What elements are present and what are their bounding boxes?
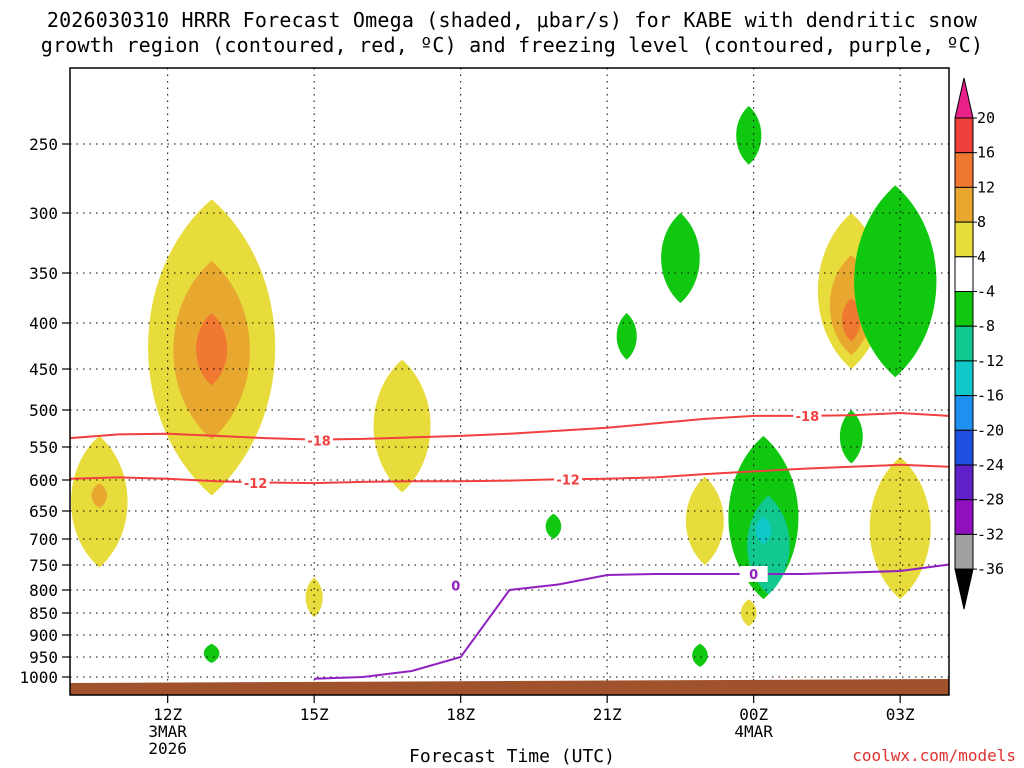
colorbar-band-8 (954, 395, 974, 431)
contour-label-2: -12 (556, 473, 580, 488)
y-tick-750: 750 (29, 556, 58, 575)
omega-region-21 (854, 185, 937, 378)
y-tick-300: 300 (29, 204, 58, 223)
gridlines (70, 68, 949, 695)
colorbar-band-5 (954, 291, 974, 327)
omega-region-9 (616, 313, 637, 360)
x-tick-12Z: 12Z (153, 705, 182, 724)
omega-region-20 (842, 298, 861, 342)
contour-label-bg-3 (793, 407, 822, 424)
omega-shading (71, 106, 937, 667)
plot-frame (69, 67, 950, 696)
contour-dgz_minus12 (69, 463, 950, 485)
y-tick-900: 900 (29, 626, 58, 645)
omega-region-23 (869, 456, 931, 600)
colorbar-band-0 (954, 117, 974, 154)
colorbar-band-1 (954, 152, 974, 188)
colorbar-label-6: -8 (977, 317, 995, 335)
x-tick-00Z: 00Z (739, 705, 768, 724)
colorbar-band-10 (954, 464, 974, 501)
contour-label-1: -12 (244, 477, 268, 492)
x-tick-sub-12Z: 3MAR (148, 722, 187, 741)
y-tick-500: 500 (29, 401, 58, 420)
y-tick-550: 550 (29, 438, 58, 457)
omega-region-12 (692, 643, 708, 667)
colorbar-label-11: -28 (977, 491, 1004, 509)
x-tick-03Z: 03Z (886, 705, 915, 724)
colorbar-label-12: -32 (977, 525, 1004, 543)
colorbar-top-arrow (954, 77, 974, 119)
omega-region-10 (661, 213, 700, 303)
ground-fill (70, 679, 949, 695)
y-tick-650: 650 (29, 502, 58, 521)
colorbar-label-9: -20 (977, 421, 1004, 439)
colorbar-band-2 (954, 186, 974, 223)
colorbar-band-12 (954, 533, 974, 570)
colorbar-label-0: 20 (977, 109, 995, 127)
omega-region-16 (685, 476, 724, 565)
chart-title-line-2: growth region (contoured, red, ºC) and f… (40, 33, 984, 57)
colorbar-band-3 (954, 221, 974, 258)
colorbar-label-2: 12 (977, 178, 995, 196)
ground-layer (70, 679, 949, 695)
y-tick-600: 600 (29, 471, 58, 490)
chart-title-line-1: 2026030310 HRRR Forecast Omega (shaded, … (46, 8, 978, 32)
contour-label-bg-1 (241, 475, 270, 492)
colorbar-label-3: 8 (977, 213, 986, 231)
omega-region-7 (203, 643, 220, 663)
omega-region-6 (305, 577, 323, 618)
contour-label-0: -18 (307, 434, 331, 449)
contour-freezing_level (314, 563, 950, 680)
omega-region-5 (373, 359, 431, 493)
contour-lines: -18 -12 -12 -18 0 0 (69, 407, 950, 680)
credit-text: coolwx.com/models (852, 746, 1016, 765)
x-tick-sub2-12Z: 2026 (148, 739, 187, 758)
colorbar-band-6 (954, 325, 974, 362)
colorbar-band-4 (954, 256, 974, 292)
x-tick-sub-00Z: 4MAR (734, 722, 773, 741)
y-axis: 250 300 350 400 450 500 550 600 650 700 750 800 850 9… (19, 135, 70, 687)
contour-label-3: -18 (796, 410, 820, 425)
colorbar-band-11 (954, 499, 974, 535)
y-tick-850: 850 (29, 604, 58, 623)
y-tick-700: 700 (29, 530, 58, 549)
y-tick-350: 350 (29, 264, 58, 283)
omega-region-4 (196, 313, 228, 386)
colorbar-label-1: 16 (977, 144, 995, 162)
x-tick-15Z: 15Z (300, 705, 329, 724)
omega-region-17 (740, 599, 757, 627)
x-axis-label: Forecast Time (UTC) (409, 746, 615, 767)
contour-label-bg-0 (305, 432, 334, 449)
y-tick-950: 950 (29, 648, 58, 667)
omega-region-1 (91, 483, 108, 508)
omega-region-15 (755, 516, 772, 545)
contour-label-5: 0 (749, 568, 758, 583)
y-tick-400: 400 (29, 314, 58, 333)
contour-label-4: 0 (451, 580, 460, 595)
contour-label-bg-5 (739, 566, 768, 582)
colorbar-bottom-arrow (954, 568, 974, 610)
colorbar-label-7: -12 (977, 352, 1004, 370)
colorbar-label-8: -16 (977, 387, 1004, 405)
colorbar-label-4: 4 (977, 248, 986, 266)
colorbar: 20 16 12 8 4 -4 -8 -12 -16 -20 -24 -28 -32 -36 (954, 77, 1004, 610)
x-tick-21Z: 21Z (593, 705, 622, 724)
colorbar-band-7 (954, 360, 974, 397)
colorbar-band-9 (954, 429, 974, 466)
y-tick-800: 800 (29, 581, 58, 600)
y-tick-450: 450 (29, 360, 58, 379)
contour-label-bg-4 (441, 577, 470, 594)
omega-region-8 (545, 513, 562, 539)
contour-label-bg-2 (554, 471, 583, 488)
y-tick-250: 250 (29, 135, 58, 154)
x-tick-18Z: 18Z (446, 705, 475, 724)
y-tick-1000: 1000 (19, 668, 58, 687)
colorbar-label-5: -4 (977, 283, 995, 301)
omega-region-11 (736, 106, 762, 165)
omega-region-22 (839, 410, 863, 464)
colorbar-label-13: -36 (977, 560, 1004, 578)
colorbar-label-10: -24 (977, 456, 1004, 474)
